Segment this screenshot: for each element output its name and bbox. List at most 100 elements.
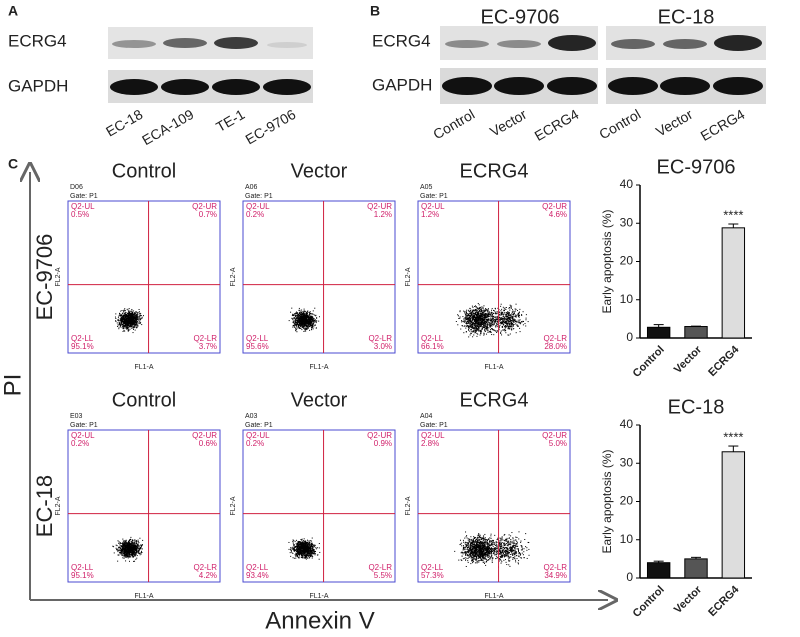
dot	[510, 305, 511, 306]
dot	[127, 545, 128, 546]
dot	[123, 317, 124, 318]
dot	[314, 308, 315, 309]
band	[212, 79, 260, 95]
dot	[468, 330, 469, 331]
dot	[120, 321, 121, 322]
dot	[130, 556, 131, 557]
dot	[503, 322, 504, 323]
dot	[130, 315, 131, 316]
dot	[476, 309, 477, 310]
dot	[496, 313, 497, 314]
band	[214, 37, 258, 49]
dot	[510, 333, 511, 334]
dot	[291, 551, 292, 552]
dot	[305, 548, 306, 549]
dot	[466, 312, 467, 313]
dot	[490, 320, 491, 321]
dot	[466, 311, 467, 312]
dot	[133, 326, 134, 327]
dot	[488, 320, 489, 321]
dot	[303, 553, 304, 554]
dot	[296, 554, 297, 555]
dot	[506, 327, 507, 328]
dot	[507, 334, 508, 335]
dot	[487, 327, 488, 328]
panel-label: A	[8, 3, 18, 19]
dot	[307, 540, 308, 541]
dot	[313, 326, 314, 327]
dot	[485, 321, 486, 322]
dot	[315, 547, 316, 548]
dot	[300, 317, 301, 318]
dot	[301, 554, 302, 555]
dot	[505, 309, 506, 310]
dot	[473, 313, 474, 314]
dot	[489, 326, 490, 327]
band	[548, 35, 596, 51]
dot	[130, 317, 131, 318]
row-label: EC-18	[32, 475, 57, 537]
dot	[486, 322, 487, 323]
dot	[291, 308, 292, 309]
dot	[492, 325, 493, 326]
dot	[514, 313, 515, 314]
dot	[473, 326, 474, 327]
dot	[119, 327, 120, 328]
dot	[511, 317, 512, 318]
dot	[290, 312, 291, 313]
dot	[297, 323, 298, 324]
dot	[508, 326, 509, 327]
dot	[302, 553, 303, 554]
dot	[125, 310, 126, 311]
dot	[129, 556, 130, 557]
dot	[127, 317, 128, 318]
dot	[134, 561, 135, 562]
dot	[469, 325, 470, 326]
dot	[519, 314, 520, 315]
dot	[129, 314, 130, 315]
dot	[302, 557, 303, 558]
dot	[301, 310, 302, 311]
dot	[492, 328, 493, 329]
quadrant-percent: 4.2%	[199, 571, 217, 580]
dot	[477, 310, 478, 311]
dot	[511, 324, 512, 325]
dot	[127, 325, 128, 326]
y-channel: FL2-A	[405, 267, 412, 286]
dot	[310, 325, 311, 326]
dot	[309, 322, 310, 323]
dot	[124, 318, 125, 319]
dot	[132, 550, 133, 551]
dot	[305, 324, 306, 325]
dot	[482, 315, 483, 316]
dot	[133, 314, 134, 315]
dot	[313, 550, 314, 551]
dot	[136, 553, 137, 554]
sample-id: A06	[245, 184, 258, 191]
dot	[482, 329, 483, 330]
dot	[472, 317, 473, 318]
dot	[477, 330, 478, 331]
dot	[298, 326, 299, 327]
dot	[120, 549, 121, 550]
dot	[292, 319, 293, 320]
dot	[127, 549, 128, 550]
dot	[307, 320, 308, 321]
dot	[484, 325, 485, 326]
row-label: GAPDH	[8, 76, 68, 95]
dot	[478, 331, 479, 332]
dot	[289, 320, 290, 321]
dot	[306, 557, 307, 558]
dot	[476, 336, 477, 337]
dot	[477, 334, 478, 335]
dot	[517, 310, 518, 311]
dot	[129, 316, 130, 317]
dot	[131, 324, 132, 325]
sample-id: A03	[245, 413, 258, 420]
dot	[307, 319, 308, 320]
dot	[479, 308, 480, 309]
dot	[493, 323, 494, 324]
dot	[124, 328, 125, 329]
dot	[308, 323, 309, 324]
dot	[504, 322, 505, 323]
